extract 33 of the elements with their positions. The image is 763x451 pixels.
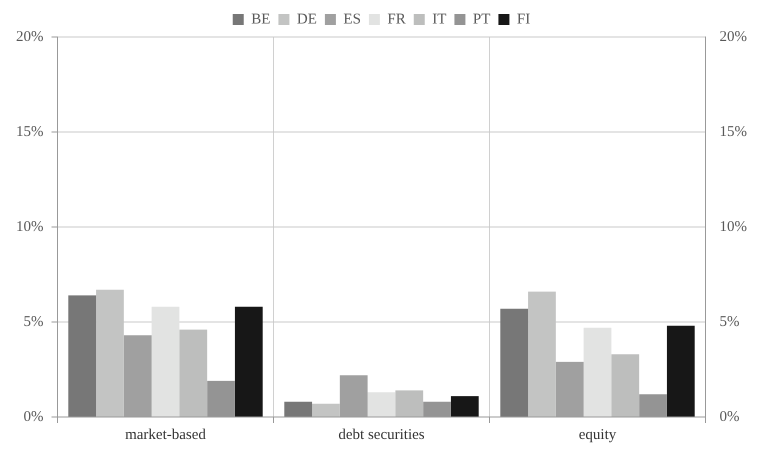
x-tick-label: equity xyxy=(578,426,617,443)
legend-label: FI xyxy=(516,11,530,28)
bar xyxy=(368,392,396,416)
bar xyxy=(68,295,96,416)
y2-tick-label: 10% xyxy=(720,218,748,235)
bar xyxy=(312,404,340,416)
x-tick-label: debt securities xyxy=(338,426,425,443)
legend-label: FR xyxy=(387,11,406,28)
y2-tick-label: 20% xyxy=(720,28,748,45)
bar xyxy=(584,328,612,416)
y-tick-label: 0% xyxy=(23,408,44,425)
legend-label: DE xyxy=(296,11,317,28)
bar xyxy=(500,308,528,416)
bar xyxy=(666,326,695,416)
bar xyxy=(450,396,479,416)
y-tick-label: 15% xyxy=(16,124,44,140)
y2-tick-label: 15% xyxy=(720,124,748,140)
y-tick-label: 20% xyxy=(16,28,44,45)
bar xyxy=(152,306,180,416)
bar xyxy=(611,354,640,416)
bar xyxy=(234,306,263,416)
legend-label: ES xyxy=(343,11,361,28)
legend-label: IT xyxy=(432,11,446,28)
legend-label: PT xyxy=(472,11,490,28)
legend-label: BE xyxy=(251,11,270,28)
x-tick-label: market-based xyxy=(125,426,206,443)
y-tick-label: 5% xyxy=(23,314,44,330)
y-tick-label: 10% xyxy=(16,218,44,235)
y2-tick-label: 0% xyxy=(720,408,740,425)
bar xyxy=(179,330,208,416)
y2-tick-label: 5% xyxy=(720,314,740,330)
bar xyxy=(395,390,424,416)
bar xyxy=(284,402,312,416)
